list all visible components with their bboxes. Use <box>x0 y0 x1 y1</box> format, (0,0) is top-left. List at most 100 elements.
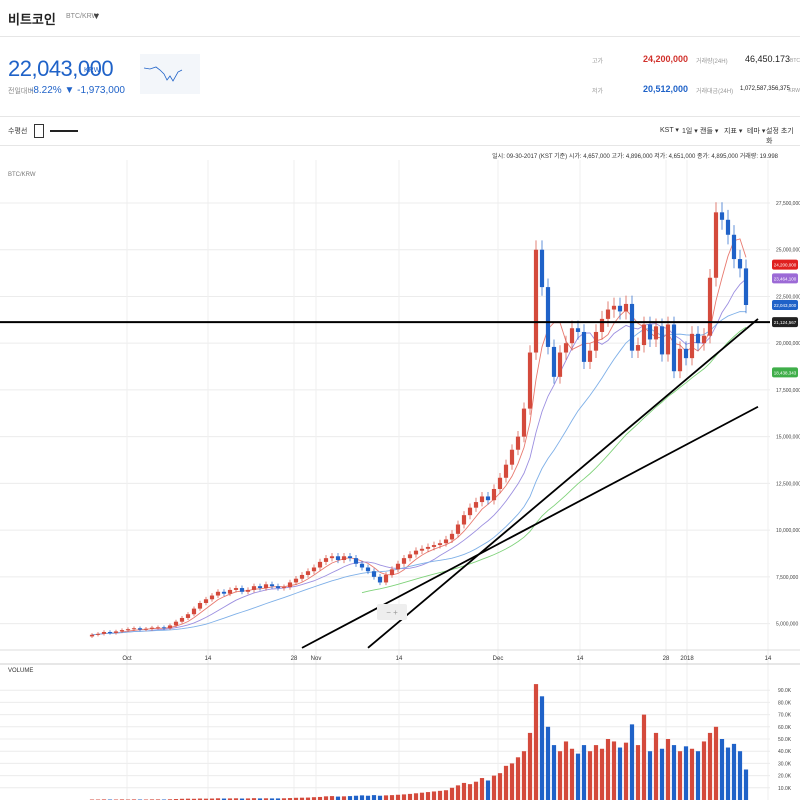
price-flag-label: 23,464,100 <box>774 276 797 281</box>
x-tick-label: 28 <box>663 656 670 662</box>
price-flag-label: 21,124,567 <box>774 320 797 325</box>
volume-bar <box>203 798 209 800</box>
volume-bar <box>401 794 407 800</box>
volume-tick-label: 70.0K <box>778 713 792 719</box>
x-tick-label: 14 <box>396 656 403 662</box>
theme-select[interactable]: 테마 ▾ <box>747 128 766 135</box>
candle-body <box>221 591 227 594</box>
candle-body <box>737 259 743 269</box>
horizontal-line-tool[interactable]: 수평선 <box>8 128 28 135</box>
candle-body <box>269 584 275 587</box>
volume-bar <box>257 798 263 800</box>
candle-body <box>149 627 155 629</box>
candle-body <box>569 328 575 344</box>
chart-type-select[interactable]: 캔들 ▾ <box>700 128 719 135</box>
price-flag-label: 22,043,000 <box>774 303 797 308</box>
candle-body <box>521 408 527 437</box>
volume-bar <box>455 785 461 800</box>
candle-body <box>197 603 203 609</box>
price-flag <box>772 367 798 378</box>
y-tick-label: 15,000,000 <box>776 435 800 441</box>
line-style-icon[interactable] <box>50 130 78 132</box>
x-tick-label: 2018 <box>680 656 694 662</box>
price-flag <box>772 317 798 328</box>
candle-body <box>659 326 665 355</box>
candle-body <box>479 496 485 503</box>
coin-title[interactable]: 비트코인 <box>8 12 56 27</box>
candle-body <box>653 326 659 340</box>
volume-bar <box>533 684 539 800</box>
stat-low: 저가 20,512,000 <box>592 82 688 98</box>
candle-body <box>203 599 209 604</box>
price-flag <box>772 299 798 310</box>
x-tick-label: Nov <box>311 656 322 662</box>
candle-body <box>683 348 689 359</box>
candle-body <box>449 533 455 540</box>
candle-body <box>545 287 551 347</box>
volume-bar <box>287 798 293 800</box>
price-unit: KRW <box>84 67 101 74</box>
volume-bar <box>527 732 533 800</box>
candle-body <box>371 571 377 577</box>
volume-bar <box>491 775 497 800</box>
volume-bar <box>713 726 719 800</box>
timezone-select[interactable]: KST ▾ <box>660 127 679 134</box>
candle-body <box>239 588 245 592</box>
volume-bar <box>383 795 389 800</box>
volume-bar <box>275 798 281 800</box>
reset-settings-button[interactable]: 설정 초기화 <box>766 128 794 145</box>
interval-select[interactable]: 1일 ▾ <box>682 128 698 135</box>
volume-bar <box>329 796 335 800</box>
volume-bar <box>587 751 593 800</box>
volume-bar <box>677 751 683 800</box>
volume-bar <box>263 798 269 800</box>
candle-body <box>245 589 251 592</box>
volume-bar <box>311 797 317 800</box>
volume-tick-label: 30.0K <box>778 761 792 767</box>
stat-label: 거래대금(24H) <box>696 89 734 95</box>
candle-body <box>695 333 701 344</box>
candle-body <box>515 436 521 450</box>
grid <box>0 160 800 800</box>
volume-bar <box>509 763 515 800</box>
candles <box>89 202 749 639</box>
indicator-select[interactable]: 지표 ▾ <box>724 128 743 135</box>
volume-bar <box>425 792 431 800</box>
volume-bar <box>377 795 383 800</box>
pair-dropdown-caret[interactable]: ▼ <box>92 11 101 21</box>
x-tick-label: 14 <box>205 656 212 662</box>
candle-body <box>551 346 557 377</box>
volume-bar <box>341 796 347 800</box>
candle-body <box>365 567 371 572</box>
candle-body <box>233 588 239 590</box>
candle-body <box>251 586 257 590</box>
price-change: -8.22% ▼ -1,973,000 <box>30 85 125 96</box>
candle-body <box>443 539 449 544</box>
chart-toolbar: 수평선 KST ▾ 1일 ▾ 캔들 ▾ 지표 ▾ 테마 ▾ 설정 초기화 <box>0 117 800 146</box>
volume-bar <box>605 739 611 800</box>
volume-bar <box>629 724 635 800</box>
candle-body <box>131 628 137 630</box>
y-tick-label: 5,000,000 <box>776 622 798 628</box>
price-chart[interactable]: 일시: 09-30-2017 (KST 기준) 시가: 4,657,000 고가… <box>0 146 800 800</box>
volume-bar <box>497 773 503 800</box>
volume-bar <box>569 748 575 800</box>
volume-bar <box>521 751 527 800</box>
candle-body <box>725 219 731 235</box>
volume-bar <box>413 793 419 800</box>
volume-bar <box>689 748 695 800</box>
zoom-control <box>377 604 407 620</box>
candle-body <box>95 633 101 635</box>
current-price: 22,043,000 <box>8 56 114 81</box>
candle-body <box>503 464 509 478</box>
volume-bar <box>431 791 437 800</box>
candle-body <box>533 249 539 353</box>
color-swatch-icon[interactable] <box>34 124 44 138</box>
candle-body <box>455 524 461 534</box>
volume-bar <box>479 778 485 800</box>
sparkline-chart <box>140 54 200 94</box>
stat-label: 거래량(24H) <box>696 59 728 65</box>
volume-bar <box>503 765 509 800</box>
volume-bar <box>539 696 545 800</box>
volume-bar <box>701 741 707 800</box>
